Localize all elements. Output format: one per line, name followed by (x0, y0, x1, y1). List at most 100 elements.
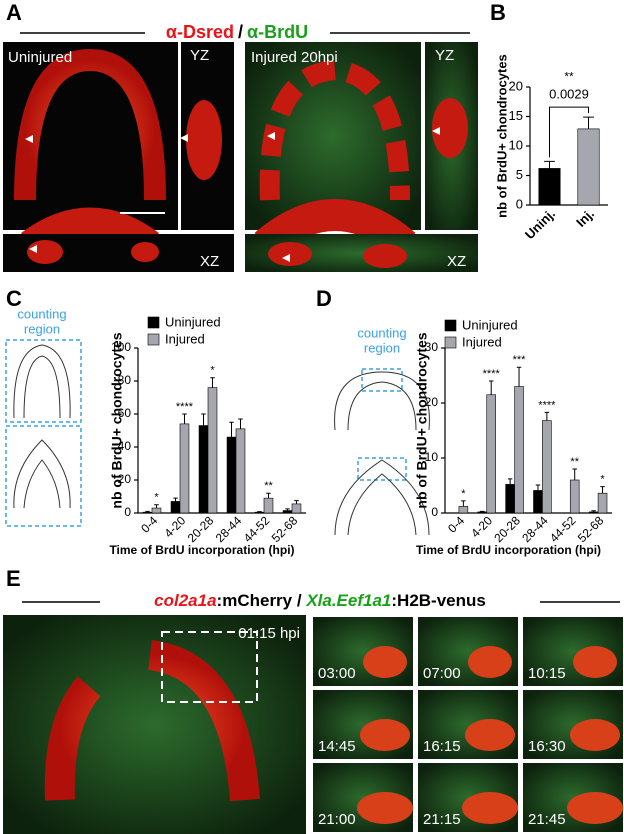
time-label: 14:45 (318, 738, 356, 755)
tile-cells (573, 646, 617, 678)
time-label: 07:00 (423, 665, 461, 682)
significance: *** (513, 354, 527, 366)
error-bar (591, 510, 596, 512)
error-bar (210, 377, 215, 388)
bar (514, 386, 524, 514)
significance: **** (176, 401, 194, 413)
y-tick-label: 30 (425, 340, 439, 354)
significance: * (600, 474, 605, 486)
gene-suffix: :mCherry (217, 591, 293, 610)
bar (254, 511, 265, 514)
gene: Xla.Eef1a1 (305, 591, 391, 610)
bar (198, 425, 209, 514)
micrographs (3, 42, 478, 272)
time-label: 03:00 (318, 665, 356, 682)
y-tick-label: 0 (124, 505, 131, 519)
error-bar (201, 413, 206, 426)
timelapse-tiles: 03:00 07:00 10:15 14:45 16:15 16:30 21:00 21:15… (313, 617, 623, 832)
error-bar (544, 160, 555, 169)
panel-label: C (6, 286, 22, 311)
x-tick-label: Uninj. (522, 206, 558, 242)
error-bar (572, 468, 577, 480)
error-bar (600, 486, 605, 494)
error-bar (154, 504, 159, 509)
bar (505, 484, 515, 514)
bar (170, 501, 181, 514)
y-tick-label: 20 (509, 78, 523, 93)
x-tick-label: 20-28 (491, 513, 523, 545)
annotation: 0.0029 (549, 87, 589, 102)
x-tick-label: 44-52 (547, 513, 579, 545)
y-tick-label: 5 (516, 167, 523, 182)
legend-swatch (147, 333, 160, 346)
significance: ** (264, 480, 273, 492)
panel-label: E (6, 566, 21, 591)
time-label: 21:00 (318, 811, 356, 828)
y-tick-label: 0 (431, 505, 438, 519)
bar (179, 423, 190, 514)
tile-cells (462, 792, 518, 824)
counting-label: region (24, 321, 60, 336)
time-label: 10:15 (528, 665, 566, 682)
jaw-diagram (5, 339, 430, 536)
counting-label: counting (357, 325, 406, 340)
stain-title: α-Dsred / α-BrdU (166, 22, 308, 42)
y-tick-label: 10 (509, 137, 523, 152)
error-bar (266, 492, 271, 499)
x-axis-label: Time of BrdU incorporation (hpi) (416, 543, 601, 557)
bar (569, 479, 580, 514)
gene-suffix: :H2B-venus (391, 591, 485, 610)
image-label: YZ (435, 47, 454, 64)
stain: α-Dsred (166, 22, 234, 42)
error-bar (480, 510, 485, 512)
significance: **** (538, 399, 556, 411)
x-tick-label: 44-52 (241, 513, 273, 545)
legend-label: Uninjured (462, 317, 518, 332)
bar (235, 428, 246, 514)
legend-swatch (147, 316, 160, 329)
bar (142, 511, 153, 514)
panel-label: D (316, 286, 332, 311)
error-bar (488, 380, 494, 395)
significance: * (154, 492, 159, 504)
bar (458, 506, 469, 514)
bar (207, 387, 218, 514)
bar (538, 168, 561, 206)
time-label: 16:15 (423, 738, 461, 755)
bar (291, 503, 302, 514)
annotation: ** (564, 69, 574, 83)
x-tick-label: 28-44 (213, 513, 245, 545)
significance: * (461, 488, 466, 500)
legend-label: Injured (462, 334, 502, 349)
counting-label: region (364, 340, 400, 355)
x-tick-label: 28-44 (519, 513, 551, 545)
tile-cells (468, 646, 512, 678)
x-tick-label: 20-28 (185, 513, 217, 545)
error-bar (238, 418, 243, 429)
bar (486, 394, 496, 514)
legend-swatch (444, 336, 457, 349)
y-tick-label: 10 (425, 450, 439, 464)
significance: * (210, 365, 215, 377)
y-axis-label: nb of BrdU+ chondrocytes (414, 332, 430, 508)
bar (542, 420, 552, 514)
x-tick-label: 0-4 (138, 513, 160, 535)
significance: ** (570, 456, 579, 468)
error-bar (544, 411, 550, 421)
y-tick-label: 20 (425, 395, 439, 409)
x-tick-label: Inj. (573, 206, 597, 230)
x-tick-label: 52-68 (269, 513, 301, 545)
bar (588, 511, 599, 514)
e-title: col2a1a:mCherry / Xla.Eef1a1:H2B-venus (154, 591, 486, 610)
sep: / (292, 591, 306, 610)
image-label: Uninjured (8, 49, 72, 66)
y-tick-label: 60 (118, 406, 132, 420)
counting-label: counting (17, 306, 66, 321)
bracket (549, 106, 589, 158)
x-tick-label: 0-4 (445, 513, 467, 535)
error-bar (173, 497, 178, 502)
error-bar (294, 500, 299, 504)
tile-cells (363, 646, 407, 678)
tile-cells (357, 792, 413, 824)
y-tick-label: 100 (111, 340, 131, 354)
